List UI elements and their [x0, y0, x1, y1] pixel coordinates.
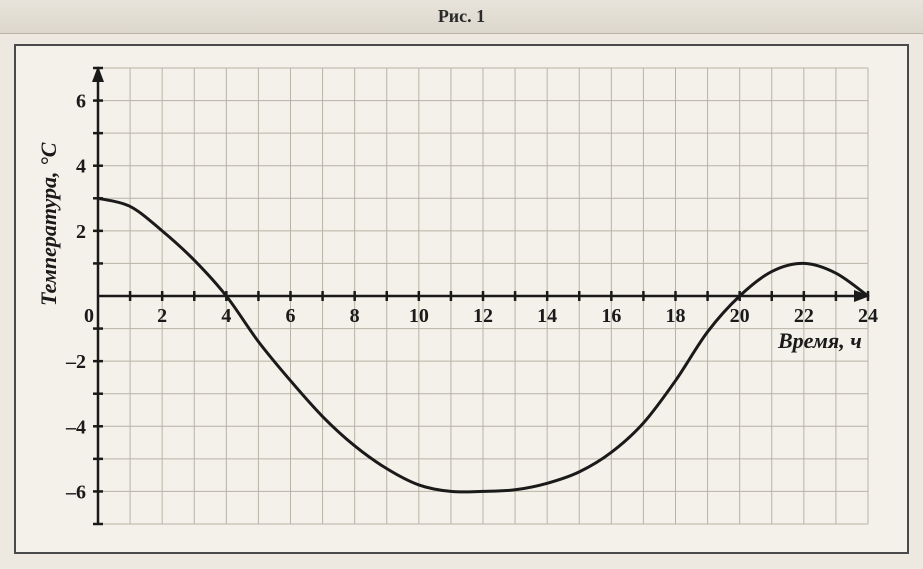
svg-text:20: 20 — [730, 305, 750, 327]
svg-text:10: 10 — [409, 305, 429, 327]
page-container: Рис. 1 024681012141618202224–6–4–2246Тем… — [0, 0, 923, 569]
chart-frame: 024681012141618202224–6–4–2246Температур… — [14, 44, 909, 554]
svg-text:6: 6 — [286, 305, 296, 327]
svg-text:–6: –6 — [65, 481, 86, 503]
temperature-chart: 024681012141618202224–6–4–2246Температур… — [28, 58, 888, 544]
svg-text:2: 2 — [157, 305, 167, 327]
svg-text:4: 4 — [221, 305, 231, 327]
svg-text:6: 6 — [76, 91, 86, 113]
figure-title: Рис. 1 — [0, 0, 923, 34]
svg-text:2: 2 — [76, 221, 86, 243]
svg-text:Время, ч: Время, ч — [777, 328, 862, 353]
svg-text:12: 12 — [473, 305, 493, 327]
svg-text:4: 4 — [76, 156, 86, 178]
svg-text:8: 8 — [350, 305, 360, 327]
svg-text:22: 22 — [794, 305, 814, 327]
svg-text:16: 16 — [601, 305, 621, 327]
svg-text:0: 0 — [84, 305, 94, 327]
svg-text:14: 14 — [537, 305, 557, 327]
svg-text:18: 18 — [666, 305, 686, 327]
chart-area: 024681012141618202224–6–4–2246Температур… — [28, 58, 895, 540]
svg-text:–4: –4 — [65, 416, 86, 438]
svg-text:–2: –2 — [65, 351, 86, 373]
svg-text:24: 24 — [858, 305, 878, 327]
svg-text:Температура, °С: Температура, °С — [36, 142, 61, 306]
